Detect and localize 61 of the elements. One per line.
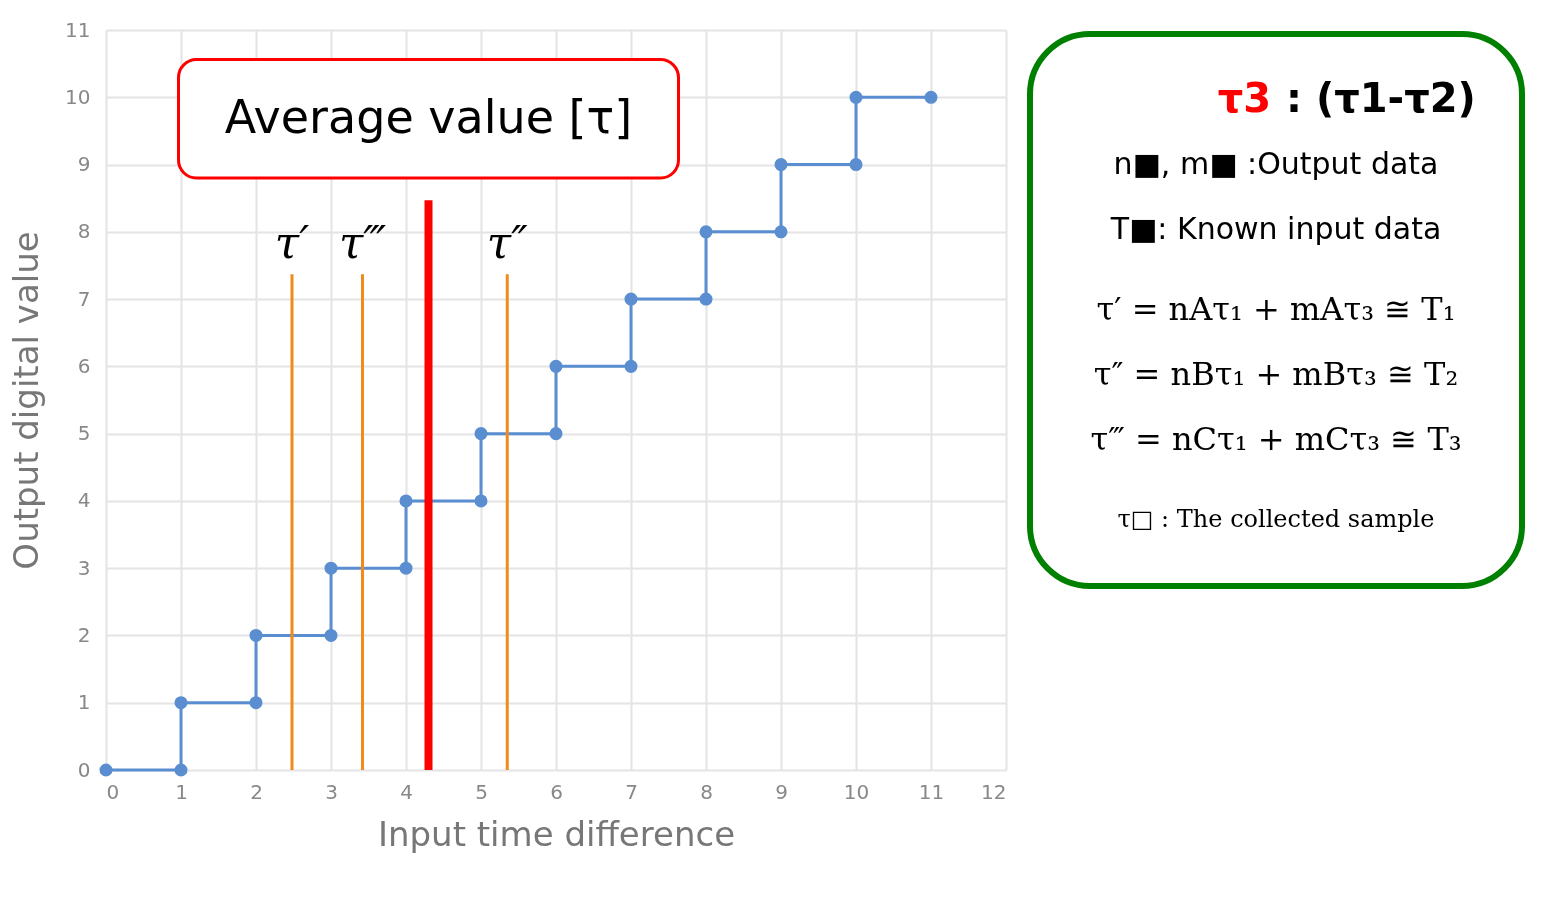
- x-tick-label: 8: [700, 779, 713, 804]
- ref-line-label: τ‴: [338, 216, 387, 268]
- text: τ′ = nAτ₁ + mAτ₃ ≅ T₁: [1096, 290, 1456, 328]
- y-tick-label: 7: [77, 286, 91, 311]
- text: τ‴ = nCτ₁ + mCτ₃ ≅ T₃: [1090, 420, 1462, 458]
- point: [399, 561, 413, 575]
- x-tick-label: 10: [843, 779, 870, 804]
- text: τ3: [1217, 75, 1271, 121]
- point: [324, 628, 338, 642]
- x-tick-label: 9: [775, 779, 788, 804]
- point: [399, 494, 413, 508]
- text: τ□ : The collected sample: [1117, 505, 1435, 533]
- x-tick-label: 3: [325, 779, 338, 804]
- y-tick-label: 4: [77, 488, 91, 513]
- point: [249, 628, 263, 642]
- text: : (τ1-τ2): [1286, 75, 1476, 121]
- x-tick-label: 4: [400, 779, 413, 804]
- y-tick-label: 0: [77, 757, 91, 782]
- x-tick-label: 2: [250, 779, 263, 804]
- y-tick-label: 3: [77, 555, 91, 580]
- point: [774, 225, 788, 239]
- point: [849, 90, 863, 104]
- y-tick-label: 6: [77, 353, 91, 378]
- text: n■, m■ :Output data: [1113, 146, 1439, 181]
- x-axis-title: Input time difference: [377, 813, 736, 854]
- point: [174, 763, 188, 777]
- point: [324, 561, 338, 575]
- point: [699, 292, 713, 306]
- point: [624, 292, 638, 306]
- x-tick-label: 11: [918, 779, 945, 804]
- y-tick-label: 2: [77, 622, 91, 647]
- point: [174, 696, 188, 710]
- ref-line-label: Average value [τ]: [224, 89, 633, 144]
- x-tick-label: 12: [981, 779, 1007, 804]
- point: [624, 359, 638, 373]
- point: [99, 763, 113, 777]
- y-tick-label: 10: [65, 84, 91, 109]
- point: [249, 696, 263, 710]
- x-tick-label: 1: [175, 779, 188, 804]
- x-tick-label: 6: [550, 779, 563, 804]
- y-tick-label: 9: [77, 152, 91, 177]
- y-axis-title: Output digital value: [6, 231, 47, 570]
- x-tick-label: 7: [625, 779, 638, 804]
- text: τ″ = nBτ₁ + mBτ₃ ≅ T₂: [1093, 355, 1459, 393]
- point: [849, 158, 863, 172]
- y-tick-label: 8: [77, 219, 91, 244]
- y-tick-label: 5: [77, 421, 91, 446]
- x-tick-label: 5: [475, 779, 488, 804]
- y-tick-label: 1: [77, 690, 91, 715]
- y-tick-label: 11: [65, 17, 91, 42]
- point: [474, 427, 488, 441]
- x-tick-label: 0: [106, 779, 120, 804]
- ref-line-label: τ″: [486, 216, 529, 268]
- point: [699, 225, 713, 239]
- point: [549, 427, 563, 441]
- point: [924, 90, 938, 104]
- point: [474, 494, 488, 508]
- text: T■: Known input data: [1109, 211, 1442, 246]
- point: [549, 359, 563, 373]
- ref-line-label: τ′: [274, 216, 310, 268]
- point: [774, 158, 788, 172]
